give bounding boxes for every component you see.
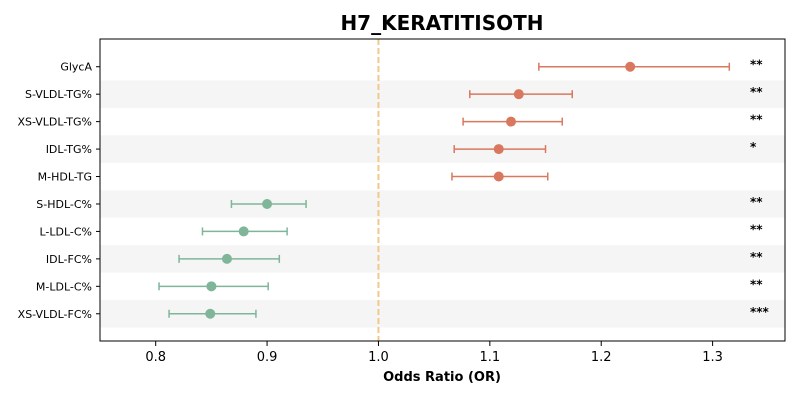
x-tick-label: 0.8 [145,350,166,365]
point-estimate [238,226,249,237]
row-label: XS-VLDL-FC% [18,308,92,321]
point-estimate [206,281,217,292]
x-axis: 0.8 0.9 1.0 1.1 1.2 1.3 [145,341,723,365]
x-tick-label: 1.2 [591,350,612,365]
point-estimate [262,198,273,209]
row-label: XS-VLDL-TG% [17,116,92,129]
significance-label: ** [750,58,763,72]
point-estimate [625,61,636,72]
plot-frame [99,38,786,342]
x-tick-label: 0.9 [257,350,278,365]
significance-label: *** [750,305,770,319]
point-estimate [513,89,524,100]
significance-label: ** [750,222,763,236]
point-estimate [205,308,216,319]
x-tick-label: 1.3 [702,350,723,365]
row-label: M-HDL-TG [38,171,92,184]
row-band [100,135,785,163]
row-label: S-VLDL-TG% [25,88,92,101]
significance-label: ** [750,277,763,291]
point-estimate [493,144,504,155]
row-band [100,190,785,218]
significance-label: ** [750,113,763,127]
row-band [100,80,785,108]
significance-label: ** [750,195,763,209]
point-estimate [221,253,232,264]
row-label: IDL-FC% [46,253,92,266]
row-label: GlycA [60,61,92,74]
chart-title: H7_KERATITISOTH [340,11,543,35]
row-label: M-LDL-C% [36,280,92,293]
row-label: S-HDL-C% [36,198,92,211]
row-label: L-LDL-C% [39,225,92,238]
row-bands [100,80,785,328]
point-estimate [506,116,516,127]
significance-label: ** [750,250,763,264]
y-axis: GlycA S-VLDL-TG% XS-VLDL-TG% IDL-TG% M-HDL-T… [17,61,100,321]
x-tick-label: 1.1 [479,350,500,365]
x-tick-label: 1.0 [368,350,389,365]
row-label: IDL-TG% [46,143,92,156]
point-estimate [493,171,504,182]
significance-label: ** [750,85,763,99]
x-axis-label: Odds Ratio (OR) [383,370,501,385]
data-marks: ****************** [158,58,770,319]
significance-label: * [750,140,757,154]
